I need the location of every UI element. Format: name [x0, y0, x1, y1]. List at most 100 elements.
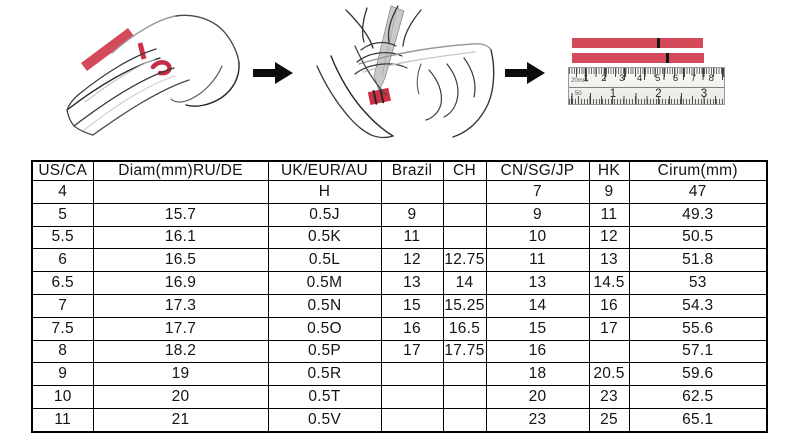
table-row: 5 15.7 0.5J 9 9 11 49.3	[31, 202, 768, 227]
table-cell: 6.5	[31, 271, 94, 295]
table-cell: 9	[31, 362, 94, 387]
table-cell	[92, 180, 269, 204]
table-cell	[442, 362, 487, 387]
pen	[373, 5, 405, 93]
strip-end-on-finger	[137, 42, 147, 60]
arrow-right-icon	[505, 62, 545, 84]
table-row: 7.5 17.7 0.5O 16 16.5 15 17 55.6	[31, 316, 768, 341]
column-header: CH	[442, 160, 487, 181]
table-cell: 50.5	[628, 225, 768, 250]
table-cell: 4	[31, 180, 94, 204]
table-cell	[442, 385, 487, 409]
column-header: Cirum(mm)	[628, 160, 768, 181]
table-cell: 11	[588, 202, 630, 227]
table-cell: 14.5	[588, 271, 630, 295]
table-cell: 5	[31, 202, 94, 227]
table-cell: 15.7	[92, 202, 269, 227]
table-row: 11 21 0.5V 23 25 65.1	[31, 407, 768, 433]
table-row: 6 16.5 0.5L 12 12.75 11 13 51.8	[31, 248, 768, 273]
table-row: 9 19 0.5R 18 20.5 59.6	[31, 362, 768, 387]
table-cell: 20.5	[588, 362, 630, 387]
table-cell: 5.5	[31, 225, 94, 250]
step2-marking-strip-illustration	[316, 5, 495, 138]
table-cell: 0.5L	[267, 248, 382, 273]
ruler-cm-number: 5	[654, 73, 661, 84]
table-header-row: US/CA Diam(mm)RU/DE UK/EUR/AU Brazil CH CN/SG…	[31, 160, 768, 181]
table-row: 4 H 7 9 47	[31, 180, 768, 204]
column-header: CN/SG/JP	[485, 160, 590, 181]
table-cell: 7.5	[31, 316, 94, 341]
table-row: 6.5 16.9 0.5M 13 14 13 14.5 53	[31, 271, 768, 295]
table-cell: 10	[31, 385, 94, 409]
table-cell: 20	[485, 385, 590, 409]
table-cell: 16	[380, 316, 444, 341]
table-cell: 13	[380, 271, 444, 295]
pen-mark	[657, 38, 660, 48]
table-cell: 0.5O	[267, 316, 382, 341]
table-row: 8 18.2 0.5P 17 17.75 16 57.1	[31, 339, 768, 364]
table-cell: 14	[442, 271, 487, 295]
ruler-inch-number: 1	[609, 88, 617, 100]
table-cell: 15	[380, 293, 444, 318]
column-header: Brazil	[380, 160, 444, 181]
paper-strip	[81, 27, 134, 72]
ruler-cm-number: 7	[690, 73, 697, 84]
ruler-unit-label-bottom: 50	[575, 91, 582, 97]
table-cell: 11	[31, 407, 94, 433]
table-cell: 16	[485, 339, 590, 364]
table-cell: 11	[380, 225, 444, 250]
table-cell: 47	[628, 180, 768, 204]
ring-size-table: US/CA Diam(mm)RU/DE UK/EUR/AU Brazil CH CN/SG…	[31, 160, 768, 433]
table-cell: 55.6	[628, 316, 768, 341]
table-cell: 16	[588, 293, 630, 318]
table-cell: 15.25	[442, 293, 487, 318]
table-cell: 8	[31, 339, 94, 364]
strip-wrap-around-finger	[150, 60, 172, 76]
table-cell: 23	[485, 407, 590, 433]
table-cell: 62.5	[628, 385, 768, 409]
table-cell	[442, 407, 487, 433]
table-cell: 0.5V	[267, 407, 382, 433]
table-cell: 19	[92, 362, 269, 387]
table-cell: 9	[588, 180, 630, 204]
table-cell: 18	[485, 362, 590, 387]
table-cell: 12	[588, 225, 630, 250]
table-cell: 17.7	[92, 316, 269, 341]
table-cell: 0.5M	[267, 271, 382, 295]
table-cell: 15	[485, 316, 590, 341]
table-cell: 20	[92, 385, 269, 409]
table-cell: 0.5N	[267, 293, 382, 318]
table-cell	[588, 339, 630, 364]
ruler-cm-number: 2	[601, 73, 607, 84]
table-cell: 17	[380, 339, 444, 364]
table-cell: 49.3	[628, 202, 768, 227]
table-cell: 25	[588, 407, 630, 433]
ruler-inch-ticks	[569, 93, 724, 104]
step1-hand-with-strip-illustration	[66, 14, 240, 136]
table-cell	[380, 180, 444, 204]
table-cell: 0.5T	[267, 385, 382, 409]
table-cell: 12.75	[442, 248, 487, 273]
table-cell	[442, 180, 487, 204]
table-cell: 6	[31, 248, 94, 273]
ruler-cm-number: 1	[583, 73, 589, 84]
column-header: US/CA	[31, 160, 94, 181]
table-cell: 13	[588, 248, 630, 273]
column-header: UK/EUR/AU	[267, 160, 382, 181]
table-cell	[380, 407, 444, 433]
table-cell: 65.1	[628, 407, 768, 433]
table-cell: 54.3	[628, 293, 768, 318]
table-cell: 51.8	[628, 248, 768, 273]
measured-strip-2	[572, 53, 704, 63]
table-cell: 12	[380, 248, 444, 273]
pen-mark	[666, 53, 669, 63]
table-cell: 16.5	[92, 248, 269, 273]
table-cell: 18.2	[92, 339, 269, 364]
arrow-right-icon	[253, 62, 293, 84]
ruler-cm-number: 4	[637, 73, 643, 84]
table-cell	[442, 202, 487, 227]
table-cell: 10	[485, 225, 590, 250]
table-cell: 9	[485, 202, 590, 227]
table-cell: 53	[628, 271, 768, 295]
